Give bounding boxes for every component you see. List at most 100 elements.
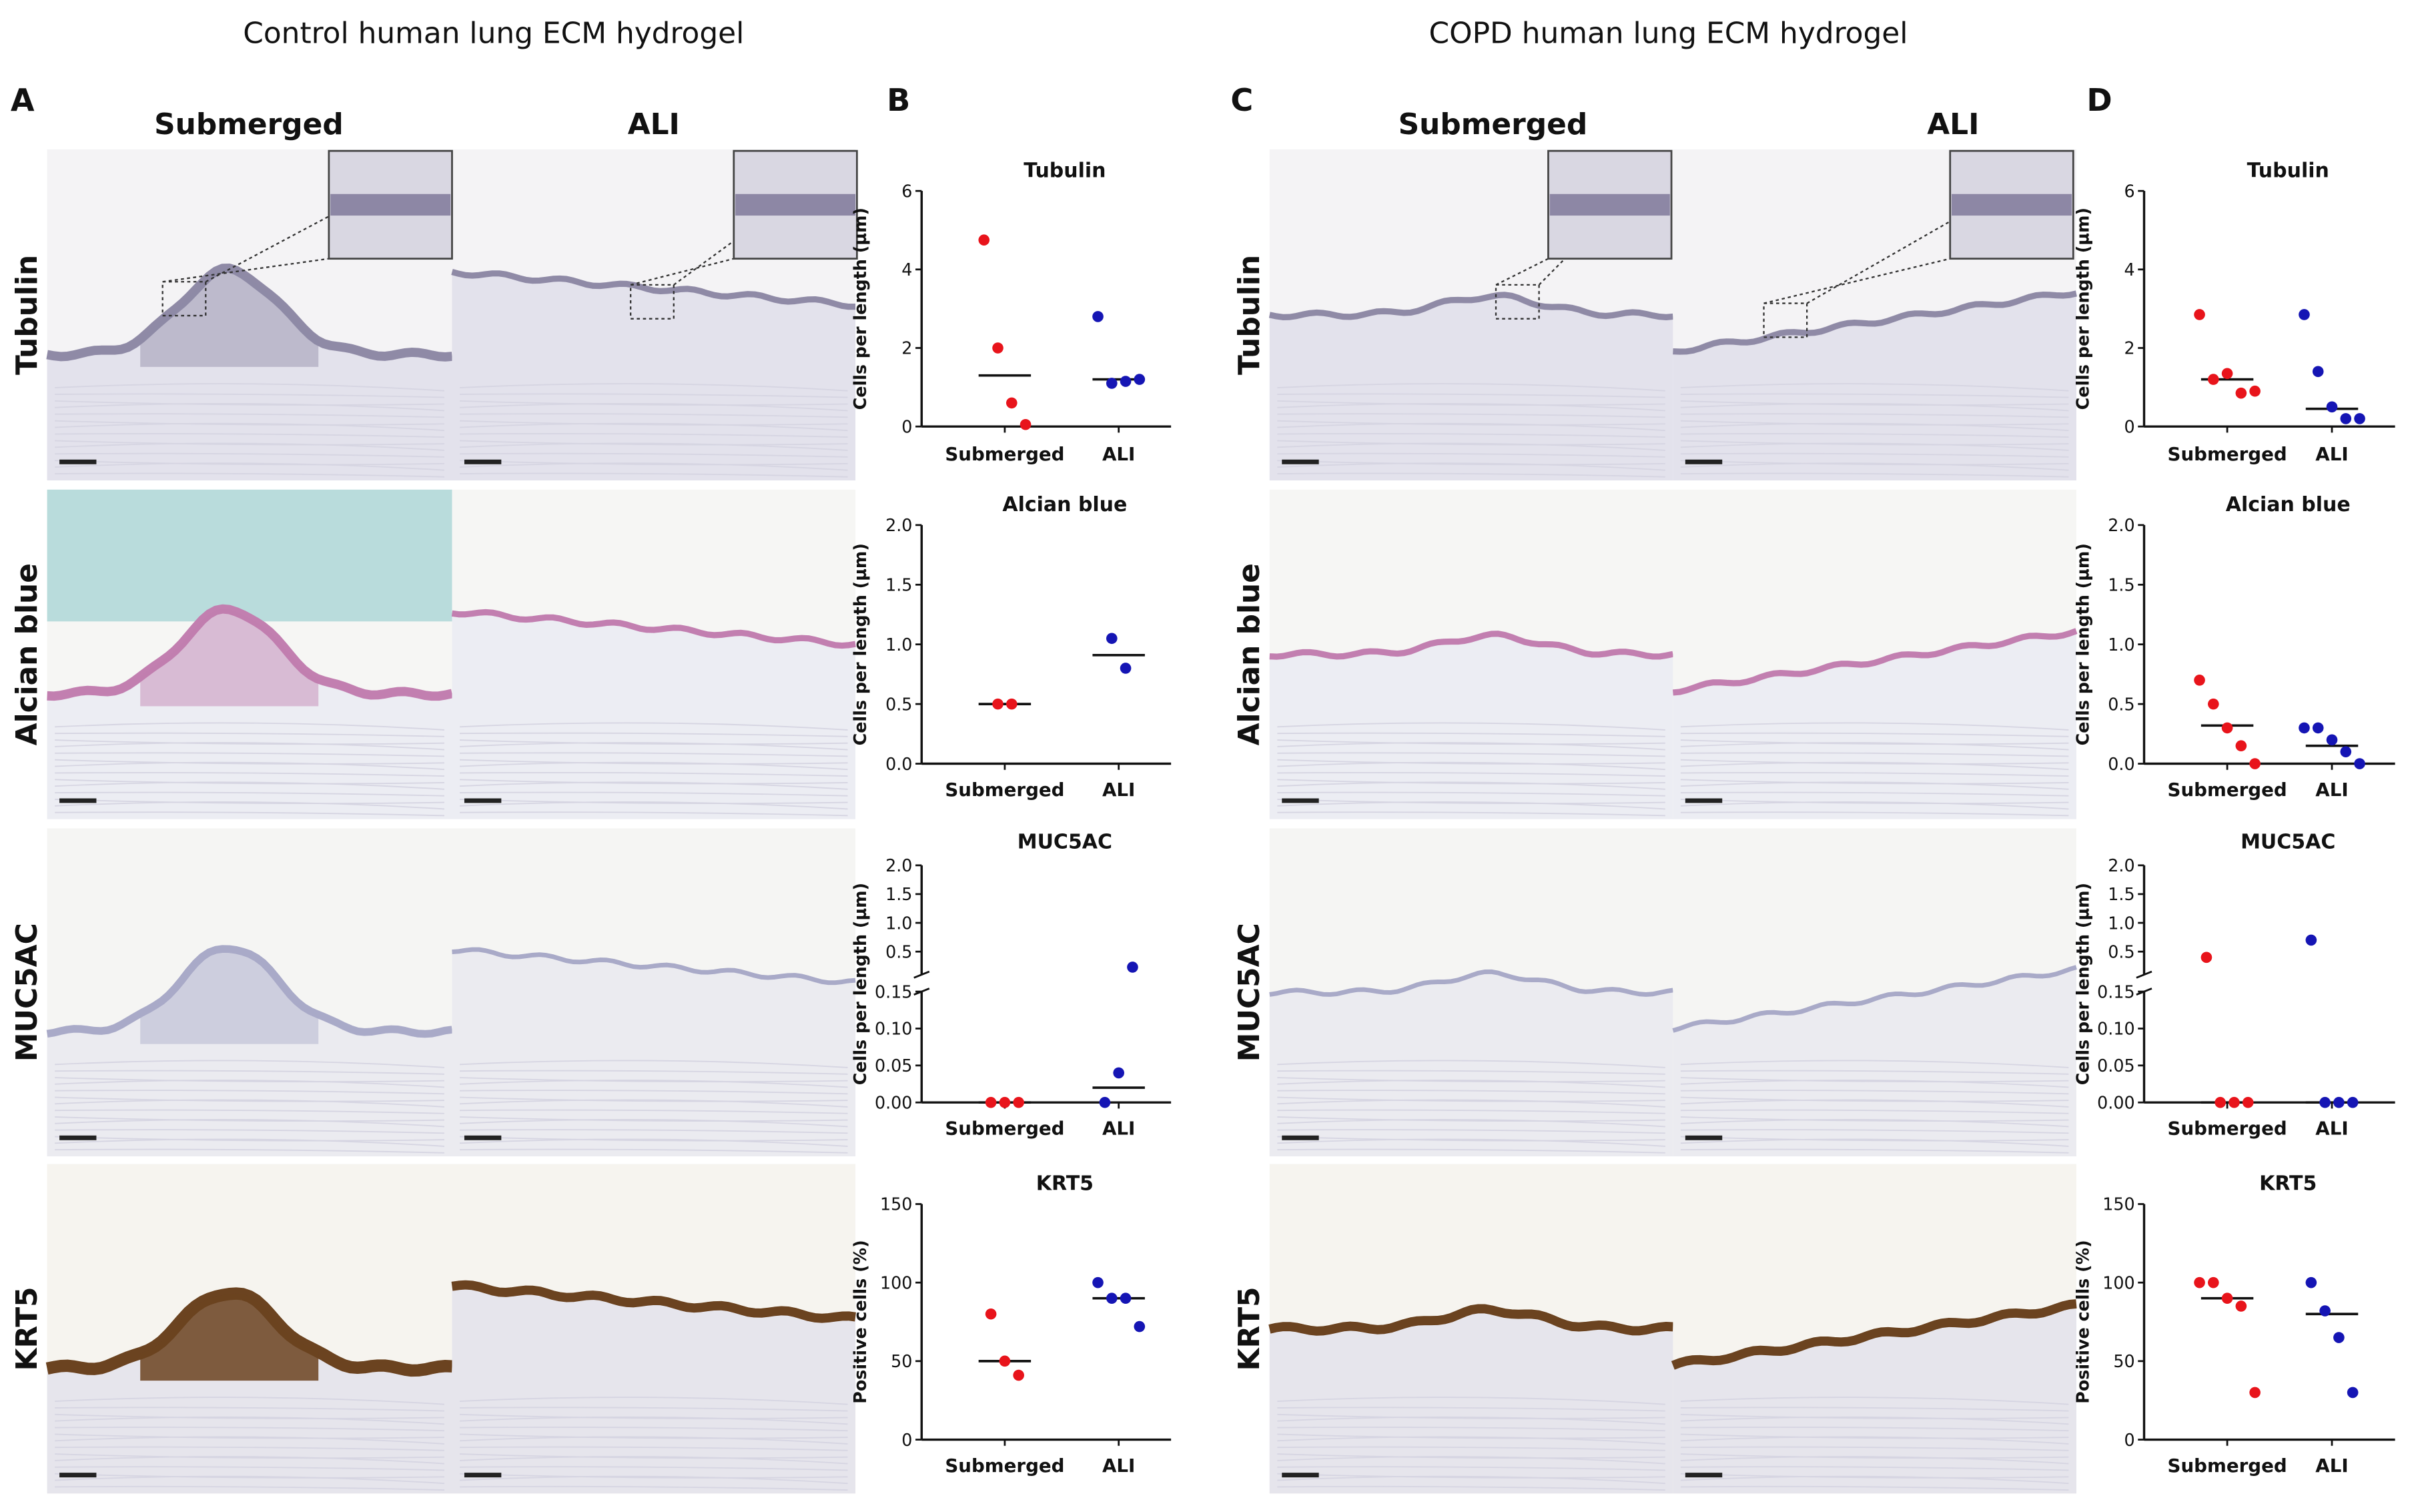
matrix-fiber xyxy=(459,383,848,392)
matrix-fiber xyxy=(459,1416,848,1425)
matrix-fiber xyxy=(55,460,444,466)
x-tick-label: ALI xyxy=(2315,1455,2348,1477)
x-tick-label: ALI xyxy=(2315,779,2348,801)
matrix-fiber xyxy=(1277,452,1665,458)
matrix-fiber xyxy=(55,440,444,446)
matrix-fiber xyxy=(55,1109,444,1114)
matrix-fiber xyxy=(55,1090,444,1095)
matrix-fiber xyxy=(460,1148,848,1154)
data-point xyxy=(1134,1320,1146,1333)
matrix-fiber xyxy=(1277,1118,1665,1128)
data-point xyxy=(1013,1096,1024,1108)
matrix-fiber xyxy=(460,1077,848,1083)
matrix-fiber xyxy=(460,1096,848,1102)
matrix-fiber xyxy=(460,1413,848,1419)
inset-guide xyxy=(1763,258,1951,304)
matrix-fiber xyxy=(1277,1096,1665,1102)
x-tick-label: ALI xyxy=(1102,1118,1135,1140)
matrix-fiber xyxy=(1277,759,1665,765)
matrix-fiber xyxy=(459,1475,848,1485)
axis-break xyxy=(2136,988,2152,996)
axis-break xyxy=(913,988,930,996)
row-label: MUC5AC xyxy=(1232,923,1266,1062)
matrix-fiber xyxy=(55,472,444,478)
inset-source xyxy=(630,284,675,320)
data-point xyxy=(1092,311,1104,322)
data-point xyxy=(2208,1276,2219,1288)
matrix-fiber xyxy=(55,1433,444,1439)
matrix-fiber xyxy=(1680,432,2069,438)
y-tick-label: 1.0 xyxy=(2108,635,2134,655)
matrix-fiber xyxy=(1680,742,2069,751)
data-point xyxy=(2208,698,2219,710)
data-point xyxy=(2299,722,2310,734)
matrix-fiber xyxy=(1680,1148,2069,1154)
y-tick-label: 1.5 xyxy=(2108,884,2134,904)
plot-title: Tubulin xyxy=(2247,159,2329,182)
matrix-fiber xyxy=(55,432,444,438)
matrix-fiber xyxy=(460,752,848,757)
matrix-fiber xyxy=(459,1060,848,1068)
cell-cluster xyxy=(140,949,319,1044)
matrix-fiber xyxy=(1680,739,2069,745)
y-tick-label: 0.00 xyxy=(2097,1092,2135,1112)
data-point xyxy=(2333,1096,2345,1108)
matrix-fiber xyxy=(1277,1070,1665,1075)
y-tick-label: 1.5 xyxy=(885,884,912,904)
x-tick-label: Submerged xyxy=(2168,779,2287,801)
epithelium xyxy=(451,1280,857,1323)
matrix-fiber xyxy=(1680,1138,2069,1147)
matrix-fiber xyxy=(1680,1397,2069,1405)
matrix-fiber xyxy=(1680,1456,2069,1465)
inset-source xyxy=(161,281,207,317)
data-point xyxy=(1106,1292,1118,1304)
matrix-fiber xyxy=(460,739,848,745)
epithelium xyxy=(1269,969,1673,997)
x-tick-label: Submerged xyxy=(945,443,1064,465)
matrix-fiber xyxy=(1277,722,1665,731)
matrix-fiber xyxy=(55,400,444,406)
data-point xyxy=(2194,675,2205,686)
panel-label: C xyxy=(1230,82,1253,118)
y-tick-label: 50 xyxy=(891,1351,912,1371)
y-tick-label: 100 xyxy=(2102,1272,2134,1292)
y-tick-label: 50 xyxy=(2113,1351,2134,1371)
hydrogel-matrix xyxy=(452,950,856,1156)
data-point xyxy=(2305,1276,2317,1288)
x-tick-label: Submerged xyxy=(945,1455,1064,1477)
data-point xyxy=(992,342,1003,354)
matrix-fiber xyxy=(1680,402,2069,412)
cell-cluster xyxy=(140,268,319,367)
y-tick-label: 0.00 xyxy=(875,1092,913,1112)
matrix-fiber xyxy=(1680,1453,2069,1459)
matrix-fiber xyxy=(1277,811,1665,817)
y-tick-label: 0.10 xyxy=(875,1019,913,1039)
matrix-fiber xyxy=(1680,781,2069,790)
data-point xyxy=(2326,734,2338,746)
y-tick-label: 0.0 xyxy=(885,754,912,774)
matrix-fiber xyxy=(1277,442,1665,451)
matrix-fiber xyxy=(1277,752,1665,757)
data-point xyxy=(1099,1096,1111,1108)
data-point xyxy=(2340,746,2352,757)
matrix-fiber xyxy=(1277,799,1665,805)
matrix-fiber xyxy=(460,432,848,438)
axis-break xyxy=(913,970,930,979)
matrix-fiber xyxy=(1680,442,2069,451)
matrix-fiber xyxy=(55,1416,445,1425)
matrix-fiber xyxy=(459,801,848,810)
data-point xyxy=(2305,934,2317,946)
matrix-fiber xyxy=(459,761,848,771)
matrix-fiber xyxy=(1277,413,1665,418)
matrix-fiber xyxy=(1680,771,2069,777)
matrix-fiber xyxy=(1277,400,1665,406)
matrix-fiber xyxy=(1680,1090,2069,1095)
row-label: KRT5 xyxy=(1232,1286,1266,1371)
matrix-fiber xyxy=(1680,1116,2069,1122)
matrix-fiber xyxy=(1277,1090,1665,1095)
matrix-fiber xyxy=(55,1413,444,1419)
data-point xyxy=(1134,374,1146,385)
matrix-fiber xyxy=(460,1446,848,1451)
data-point xyxy=(2200,952,2212,964)
matrix-fiber xyxy=(1277,1148,1665,1154)
